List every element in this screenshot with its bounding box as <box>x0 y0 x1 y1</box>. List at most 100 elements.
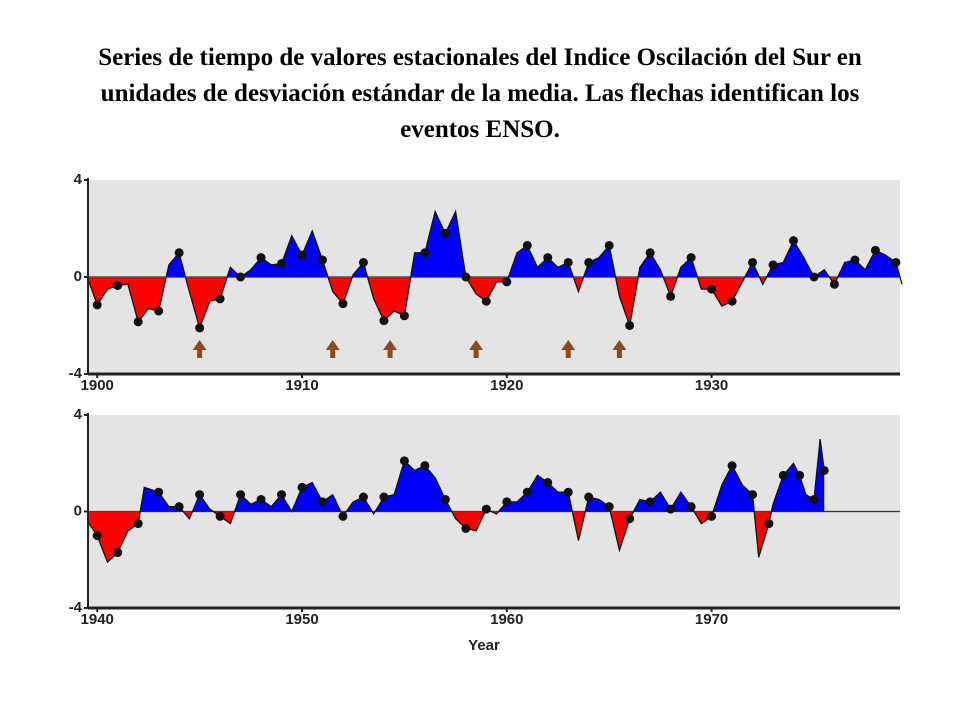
data-dot <box>502 497 512 507</box>
data-dot <box>133 317 143 327</box>
x-tick-label: 1940 <box>81 611 114 628</box>
x-tick-label: 1910 <box>285 377 318 394</box>
data-dot <box>236 272 246 282</box>
x-tick-label: 1960 <box>490 611 523 628</box>
data-dot <box>154 306 164 316</box>
data-dot <box>795 470 805 480</box>
data-dot <box>686 502 696 512</box>
data-dot <box>481 296 491 306</box>
data-dot <box>778 470 788 480</box>
data-dot <box>819 465 829 475</box>
data-dot <box>256 253 266 263</box>
data-dot <box>604 502 614 512</box>
data-dot <box>92 531 102 541</box>
data-dot <box>399 456 409 466</box>
data-dot <box>317 255 327 265</box>
data-dot <box>154 487 164 497</box>
enso-arrow <box>325 340 340 359</box>
enso-arrow <box>612 340 627 359</box>
data-dot <box>277 259 287 269</box>
data-dot <box>584 492 594 502</box>
data-dot <box>789 236 799 246</box>
data-dot <box>645 248 655 258</box>
data-dot <box>809 494 819 504</box>
data-dot <box>379 316 389 326</box>
data-dot <box>317 497 327 507</box>
data-dot <box>420 248 430 258</box>
data-dot <box>727 296 737 306</box>
data-dot <box>748 257 758 267</box>
data-dot <box>297 482 307 492</box>
series-line <box>88 209 903 330</box>
data-dot <box>502 277 512 287</box>
x-tick-label: 1950 <box>285 611 318 628</box>
data-dot <box>666 504 676 514</box>
y-tick-label: -4 <box>69 365 83 382</box>
data-dot <box>748 490 758 500</box>
data-dot <box>358 257 368 267</box>
data-dot <box>113 548 123 558</box>
data-dot <box>481 504 491 514</box>
data-dot <box>236 490 246 500</box>
enso-arrow <box>469 340 484 359</box>
data-dot <box>215 294 225 304</box>
data-dot <box>358 492 368 502</box>
data-dot <box>461 523 471 533</box>
data-dot <box>563 257 573 267</box>
data-dot <box>768 260 778 270</box>
data-dot <box>92 300 102 310</box>
data-dot <box>625 514 635 524</box>
data-dot <box>195 323 205 333</box>
y-tick-label: -4 <box>69 599 83 616</box>
data-dot <box>215 511 225 521</box>
x-tick-label: 1970 <box>695 611 728 628</box>
x-tick-label: 1920 <box>490 377 523 394</box>
data-dot <box>891 257 901 267</box>
data-dot <box>338 299 348 309</box>
data-dot <box>399 311 409 321</box>
data-dot <box>645 497 655 507</box>
x-tick-label: 1900 <box>81 377 114 394</box>
data-dot <box>379 492 389 502</box>
data-dot <box>625 321 635 330</box>
data-dot <box>174 248 184 258</box>
y-tick-label: 0 <box>74 268 82 285</box>
series-line <box>88 439 825 564</box>
data-dot <box>133 519 143 529</box>
data-dot <box>707 511 717 521</box>
y-tick-label: 0 <box>74 502 82 519</box>
data-dot <box>277 490 287 500</box>
data-dot <box>829 279 839 289</box>
data-dot <box>420 461 430 471</box>
chart-title: Series de tiempo de valores estacionales… <box>98 44 862 143</box>
data-dot <box>707 284 717 294</box>
data-dot <box>686 253 696 263</box>
y-tick-label: 4 <box>74 171 83 188</box>
data-dot <box>870 245 880 255</box>
data-dot <box>522 240 532 250</box>
data-dot <box>297 250 307 260</box>
positive-area <box>89 211 900 277</box>
data-dot <box>850 255 860 265</box>
data-dot <box>543 253 553 263</box>
data-dot <box>174 502 184 512</box>
data-dot <box>440 228 450 238</box>
data-dot <box>809 272 819 282</box>
data-dot <box>195 490 205 500</box>
enso-arrow <box>383 340 398 359</box>
data-dot <box>584 257 594 267</box>
y-tick-label: 4 <box>74 406 83 423</box>
data-dot <box>604 240 614 250</box>
data-dot <box>666 291 676 301</box>
enso-arrow <box>561 340 576 359</box>
data-dot <box>461 272 471 282</box>
data-dot <box>440 494 450 504</box>
data-dot <box>256 494 266 504</box>
x-tick-label: 1930 <box>695 377 728 394</box>
data-dot <box>764 519 774 529</box>
x-axis-label: Year <box>468 637 500 654</box>
data-dot <box>563 487 573 497</box>
data-dot <box>727 461 737 471</box>
